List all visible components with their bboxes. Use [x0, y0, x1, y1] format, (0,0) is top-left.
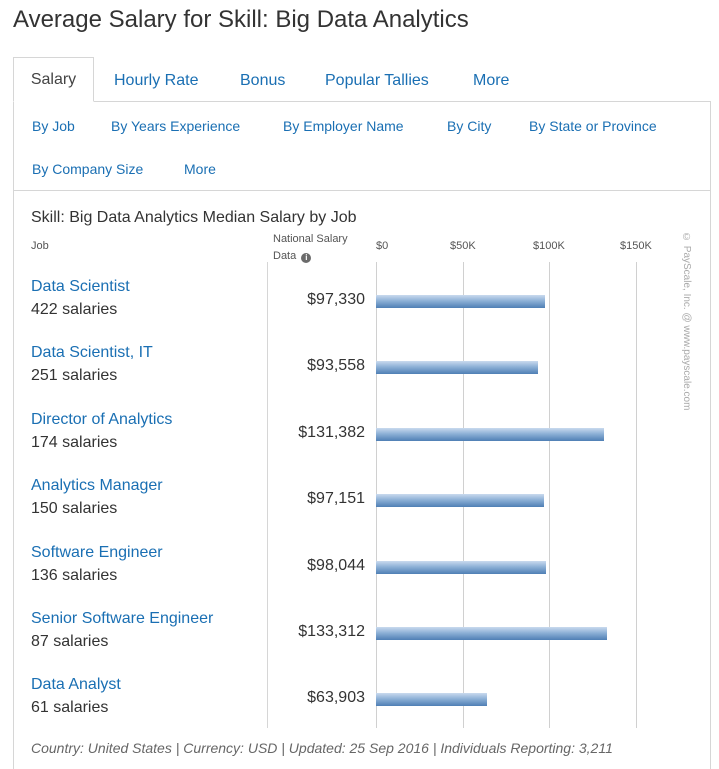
job-link[interactable]: Director of Analytics — [31, 411, 173, 428]
tab-hourly-rate[interactable]: Hourly Rate — [114, 72, 199, 89]
tab-popular-tallies[interactable]: Popular Tallies — [325, 72, 429, 89]
payscale-watermark: © PayScale, Inc. @ www.payscale.com — [681, 232, 692, 411]
column-header-national-salary-line1: National Salary — [273, 233, 348, 245]
page-title: Average Salary for Skill: Big Data Analy… — [13, 6, 469, 33]
median-salary-value: $97,330 — [307, 291, 365, 308]
job-link[interactable]: Analytics Manager — [31, 477, 163, 494]
job-link[interactable]: Data Analyst — [31, 676, 121, 693]
salary-count: 136 salaries — [31, 567, 118, 584]
tab-more[interactable]: More — [473, 72, 510, 89]
tick-label: $50K — [450, 240, 476, 252]
job-link[interactable]: Senior Software Engineer — [31, 610, 214, 627]
chart-title: Skill: Big Data Analytics Median Salary … — [31, 209, 357, 226]
salary-bar — [376, 361, 538, 374]
footer-info: Country: United States | Currency: USD |… — [31, 740, 613, 756]
subnav-divider — [14, 190, 710, 191]
tab-salary[interactable]: Salary — [13, 57, 94, 102]
median-salary-value: $133,312 — [298, 623, 365, 640]
median-salary-value: $63,903 — [307, 689, 365, 706]
median-salary-value: $131,382 — [298, 424, 365, 441]
salary-count: 251 salaries — [31, 367, 118, 384]
column-header-national-salary: National Salary Data i — [273, 231, 348, 265]
job-link[interactable]: Data Scientist, IT — [31, 344, 153, 361]
subtab-more[interactable]: More — [184, 161, 216, 177]
grid-line — [636, 262, 637, 728]
median-salary-value: $98,044 — [307, 557, 365, 574]
salary-count: 422 salaries — [31, 301, 118, 318]
median-salary-value: $97,151 — [307, 490, 365, 507]
subtab-by-job[interactable]: By Job — [32, 118, 75, 134]
content-panel — [13, 101, 711, 769]
column-header-job: Job — [31, 240, 49, 252]
tick-label: $100K — [533, 240, 565, 252]
subtab-by-company-size[interactable]: By Company Size — [32, 161, 144, 177]
salary-bar — [376, 295, 545, 308]
grid-line — [549, 262, 550, 728]
job-link[interactable]: Software Engineer — [31, 544, 163, 561]
info-icon[interactable]: i — [301, 253, 312, 263]
column-header-national-salary-line2: Data — [273, 250, 297, 262]
tick-label: $0 — [376, 240, 389, 252]
salary-count: 87 salaries — [31, 633, 109, 650]
salary-bar — [376, 627, 607, 640]
salary-count: 150 salaries — [31, 500, 118, 517]
subtab-by-employer-name[interactable]: By Employer Name — [283, 118, 404, 134]
column-divider — [267, 262, 268, 728]
salary-bar — [376, 693, 487, 706]
salary-bar — [376, 428, 604, 441]
subtab-by-state-or-province[interactable]: By State or Province — [529, 118, 657, 134]
salary-bar — [376, 494, 544, 507]
salary-count: 174 salaries — [31, 434, 118, 451]
subtab-by-years-experience[interactable]: By Years Experience — [111, 118, 241, 134]
job-link[interactable]: Data Scientist — [31, 278, 130, 295]
tab-bonus[interactable]: Bonus — [240, 72, 286, 89]
subtab-by-city[interactable]: By City — [447, 118, 492, 134]
median-salary-value: $93,558 — [307, 357, 365, 374]
tick-label: $150K — [620, 240, 652, 252]
salary-bar — [376, 561, 546, 574]
salary-count: 61 salaries — [31, 699, 109, 716]
